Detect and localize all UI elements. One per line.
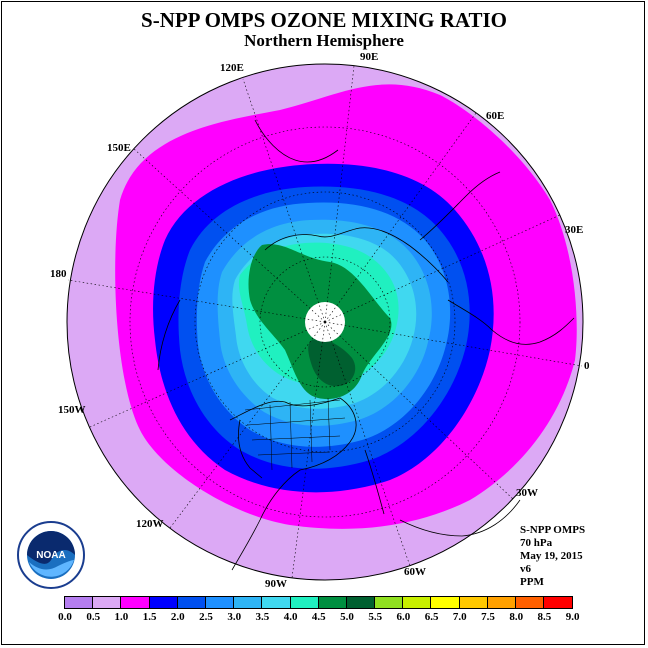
lon-label-0: 0 [584, 360, 590, 372]
colorbar-segment [516, 597, 545, 608]
contour-5.0 [308, 339, 356, 387]
lon-label-150e: 150E [107, 142, 131, 154]
colorbar-tick-label: 7.5 [481, 611, 495, 623]
info-instrument: S-NPP OMPS [520, 524, 586, 536]
info-date: May 19, 2015 [520, 550, 583, 562]
colorbar-tick-label: 3.5 [255, 611, 270, 623]
colorbar-segment [544, 597, 573, 608]
coastlines [157, 119, 575, 571]
us-state-borders [244, 397, 346, 471]
colorbar-tick-label: 5.5 [368, 611, 383, 623]
noaa-logo-icon: NOAA [17, 521, 85, 589]
map-title: S-NPP OMPS OZONE MIXING RATIO [141, 8, 507, 32]
colorbar-segment [65, 597, 94, 608]
colorbar-tick-label: 5.0 [340, 611, 354, 623]
colorbar-tick-label: 4.5 [311, 611, 326, 623]
colorbar-tick-label: 6.5 [424, 611, 439, 623]
ozone-field [67, 64, 583, 580]
colorbar-tick-label: 3.0 [227, 611, 242, 623]
map-subtitle: Northern Hemisphere [244, 31, 404, 50]
colorbar-tick-label: 6.0 [396, 611, 411, 623]
colorbar-segment [234, 597, 263, 608]
lon-label-150w: 150W [58, 404, 86, 416]
graticule [67, 65, 583, 579]
colorbar-segment [459, 597, 488, 608]
colorbar-tick-label: 0.5 [86, 611, 101, 623]
colorbar-segment [205, 597, 235, 608]
colorbar [64, 596, 574, 609]
colorbar-tick-label: 0.0 [58, 611, 72, 623]
colorbar-tick-label: 2.0 [170, 611, 185, 623]
colorbar-tick-label: 2.5 [199, 611, 213, 623]
info-level: 70 hPa [520, 537, 553, 549]
lon-label-90e: 90E [360, 51, 379, 63]
colorbar-tick-label: 7.0 [452, 611, 467, 623]
colorbar-segment [93, 597, 122, 608]
colorbar-segment [121, 597, 150, 608]
lon-label-30w: 30W [516, 487, 538, 499]
colorbar-segment [375, 597, 404, 608]
colorbar-segment [177, 597, 206, 608]
colorbar-segment [149, 597, 178, 608]
colorbar-tick-label: 8.0 [509, 611, 524, 623]
lon-label-90w: 90W [265, 578, 287, 590]
colorbar-segment [431, 597, 460, 608]
colorbar-tick-label: 4.0 [283, 611, 298, 623]
globe-outline [66, 63, 584, 581]
lon-label-180: 180 [50, 268, 67, 280]
colorbar-segment [262, 597, 291, 608]
colorbar-tick-label: 9.0 [565, 611, 580, 623]
info-units: PPM [520, 576, 544, 588]
colorbar-tick-label: 8.5 [537, 611, 552, 623]
lon-label-120w: 120W [136, 518, 164, 530]
colorbar-segment [487, 597, 516, 608]
colorbar-segment [403, 597, 432, 608]
lon-label-30e: 30E [565, 224, 584, 236]
colorbar-tick-label: 1.0 [114, 611, 129, 623]
colorbar-segment [290, 597, 319, 608]
info-version: v6 [520, 563, 531, 575]
lon-label-60w: 60W [404, 566, 426, 578]
colorbar-tick-label: 1.5 [142, 611, 157, 623]
lon-label-60e: 60E [486, 110, 505, 122]
colorbar-segment [318, 597, 347, 608]
logo-text: NOAA [36, 550, 65, 561]
colorbar-segment [346, 597, 376, 608]
lon-label-120e: 120E [220, 62, 244, 74]
